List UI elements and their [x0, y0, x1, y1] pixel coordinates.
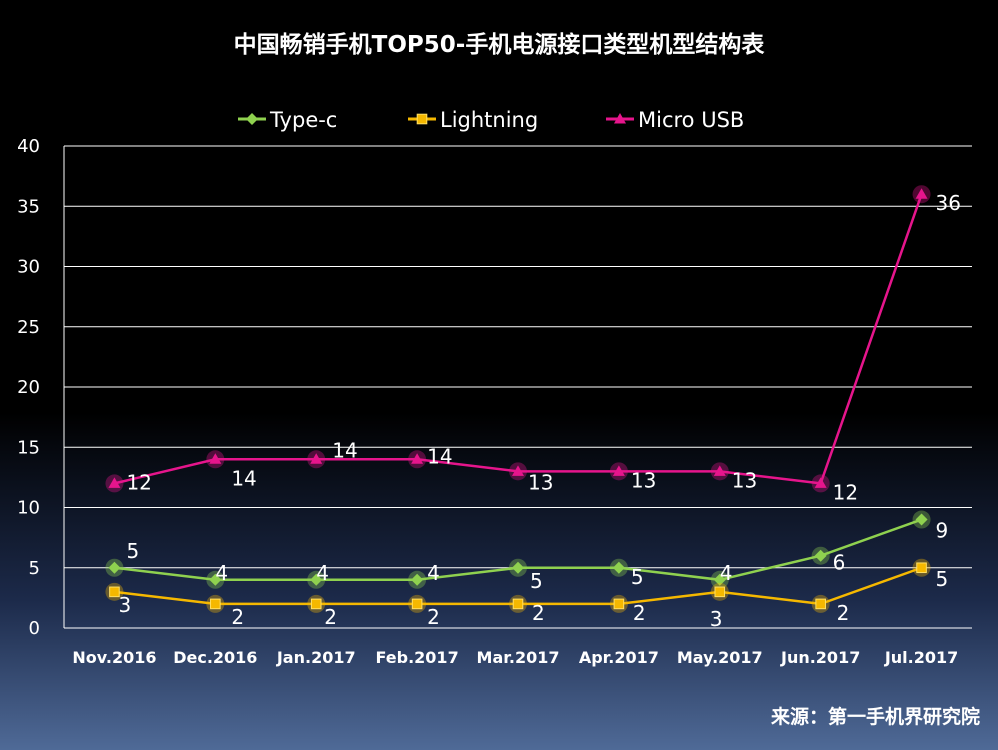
- x-tick-label: Jan.2017: [276, 648, 356, 667]
- data-point: [714, 586, 726, 598]
- data-point: [612, 561, 625, 574]
- x-tick-label: Apr.2017: [579, 648, 659, 667]
- data-label: 3: [710, 607, 723, 631]
- data-label: 12: [833, 480, 858, 504]
- x-tick-label: Jun.2017: [780, 648, 860, 667]
- data-point: [411, 453, 424, 464]
- data-label: 6: [833, 551, 846, 575]
- data-point: [512, 561, 524, 574]
- chart-title: 中国畅销手机TOP50-手机电源接口类型机型结构表: [234, 31, 766, 58]
- x-tick-label: Dec.2016: [173, 648, 257, 667]
- data-label: 5: [936, 567, 949, 591]
- data-point: [916, 562, 927, 574]
- source-note: 来源：第一手机界研究院: [771, 705, 980, 728]
- y-axis-ticks: 0 5 10 15 20 25 30 35 40: [17, 136, 40, 639]
- data-label: 13: [732, 468, 757, 492]
- data-label: 4: [427, 561, 440, 585]
- legend-label: Type-c: [269, 108, 337, 132]
- data-point: [109, 586, 120, 598]
- data-point: [411, 573, 424, 586]
- data-point: [108, 561, 121, 574]
- data-point: [310, 573, 323, 586]
- legend-marker: [614, 113, 626, 124]
- legend-marker: [246, 113, 258, 125]
- data-label: 3: [118, 593, 131, 617]
- data-point: [713, 573, 726, 586]
- chart-legend: Type-c Lightning Micro USB: [238, 108, 744, 132]
- y-tick-label: 10: [17, 498, 40, 519]
- data-label: 14: [427, 444, 452, 468]
- data-label: 14: [332, 438, 357, 462]
- data-point: [612, 465, 625, 476]
- data-point: [915, 188, 928, 199]
- data-label: 2: [427, 605, 440, 629]
- data-point: [512, 465, 524, 476]
- data-label: 2: [633, 601, 646, 625]
- data-label: 14: [231, 466, 256, 490]
- y-tick-label: 35: [17, 196, 40, 217]
- y-tick-label: 20: [17, 377, 40, 398]
- x-tick-label: Mar.2017: [477, 648, 560, 667]
- y-tick-label: 15: [17, 437, 40, 458]
- data-label: 13: [528, 470, 553, 494]
- data-label: 4: [720, 561, 733, 585]
- x-tick-label: Nov.2016: [72, 648, 156, 667]
- legend-label: Lightning: [440, 108, 538, 132]
- legend-marker: [416, 113, 428, 125]
- data-label: 12: [126, 470, 151, 494]
- data-point: [108, 477, 121, 488]
- data-label: 5: [126, 539, 139, 563]
- data-labels: 5 4 4 4 5 5 4 6 9 3 2 2 2 2 2 3 2 5 12 14 14 14 13 13 13 12 36: [118, 191, 961, 631]
- series-line: [114, 193, 923, 485]
- x-tick-label: Feb.2017: [376, 648, 459, 667]
- data-point: [210, 598, 221, 610]
- y-tick-label: 0: [29, 618, 40, 639]
- y-tick-label: 25: [17, 317, 40, 338]
- data-point: [411, 598, 423, 610]
- data-point: [209, 573, 222, 586]
- data-point: [814, 477, 827, 488]
- data-point: [713, 465, 726, 476]
- data-label: 4: [215, 561, 228, 585]
- data-label: 5: [631, 565, 644, 589]
- x-axis-ticks: Nov.2016 Dec.2016 Jan.2017 Feb.2017 Mar.2017…: [72, 648, 958, 667]
- data-label: 2: [837, 601, 850, 625]
- data-point: [512, 598, 524, 610]
- y-tick-label: 5: [29, 558, 40, 579]
- x-tick-label: May.2017: [677, 648, 763, 667]
- data-point: [310, 598, 322, 610]
- data-point: [613, 598, 625, 610]
- data-label: 2: [532, 601, 545, 625]
- data-label: 9: [936, 519, 949, 543]
- data-point: [815, 598, 826, 610]
- data-point: [209, 453, 222, 464]
- data-point: [814, 549, 827, 562]
- data-point: [310, 453, 323, 464]
- x-tick-label: Jul.2017: [884, 648, 958, 667]
- data-label: 13: [631, 468, 656, 492]
- data-label: 4: [316, 561, 329, 585]
- legend-label: Micro USB: [638, 108, 744, 132]
- data-point: [915, 513, 928, 526]
- y-tick-label: 30: [17, 257, 40, 278]
- chart-series: [105, 185, 931, 613]
- data-label: 36: [936, 191, 961, 215]
- data-label: 2: [231, 605, 244, 629]
- y-tick-label: 40: [17, 136, 40, 157]
- data-label: 2: [324, 605, 337, 629]
- data-label: 5: [530, 569, 543, 593]
